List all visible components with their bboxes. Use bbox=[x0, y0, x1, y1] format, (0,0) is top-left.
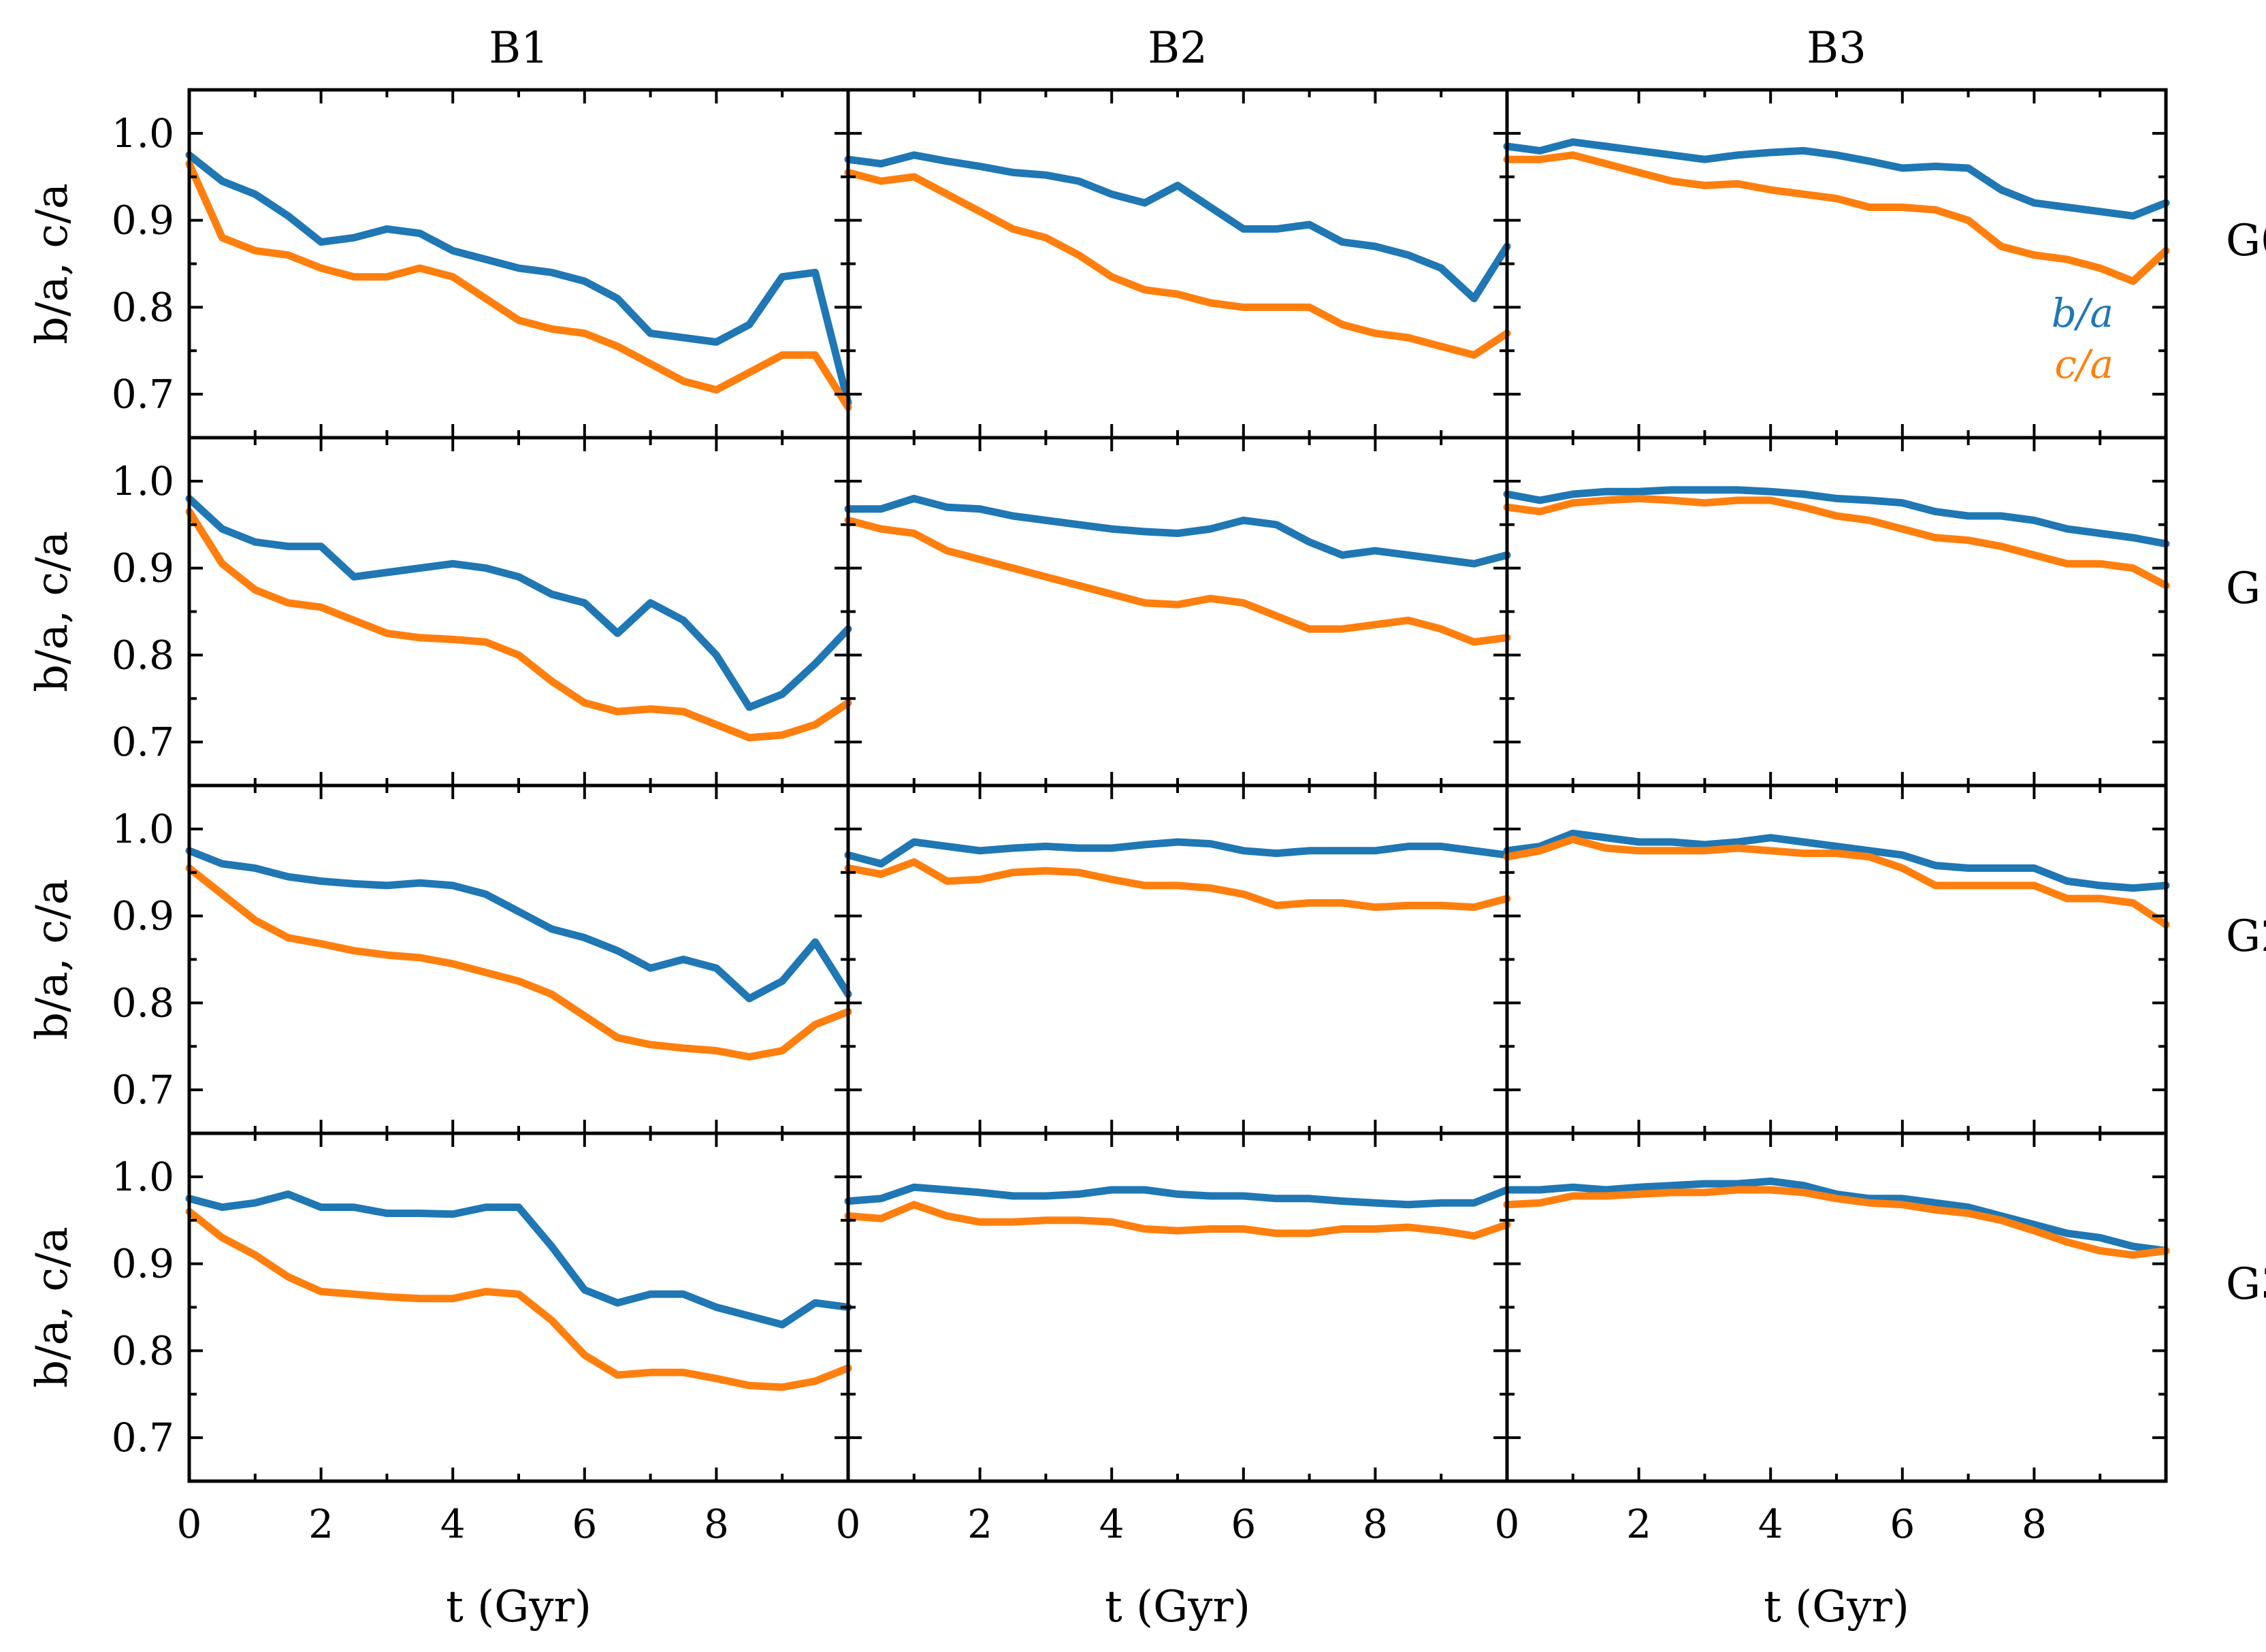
panel-G3-B3 bbox=[1503, 1131, 2170, 1483]
panel-frame bbox=[187, 1131, 850, 1483]
series-line-c-over-a bbox=[185, 508, 852, 742]
x-axis-label: t (Gyr) bbox=[1105, 1582, 1250, 1632]
panel-G2-B1 bbox=[185, 783, 852, 1135]
row-label-G0: G0 bbox=[2226, 216, 2266, 266]
panel-frame bbox=[187, 88, 850, 440]
row-label-G2: G2 bbox=[2226, 911, 2266, 962]
series-line-b-over-a bbox=[185, 151, 852, 407]
legend-entry-c-over-a: c/a bbox=[2054, 341, 2114, 387]
y-tick-label: 0.8 bbox=[112, 979, 174, 1026]
series-line-b-over-a bbox=[844, 151, 1511, 303]
series-line-c-over-a bbox=[185, 160, 852, 411]
panel-G1-B1 bbox=[185, 436, 852, 788]
series-line-c-over-a bbox=[844, 1201, 1511, 1240]
panel-frame bbox=[846, 88, 1509, 440]
row-label-G1: G1 bbox=[2226, 564, 2266, 614]
series-line-b-over-a bbox=[185, 847, 852, 1003]
x-tick-label: 0 bbox=[836, 1501, 861, 1547]
x-tick-label: 2 bbox=[1626, 1501, 1651, 1547]
x-tick-label: 2 bbox=[967, 1501, 992, 1547]
panel-G0-B1 bbox=[185, 88, 852, 440]
x-tick-label: 4 bbox=[440, 1501, 466, 1547]
x-tick-label: 0 bbox=[1495, 1501, 1520, 1547]
series-line-c-over-a bbox=[185, 864, 852, 1061]
series-line-b-over-a bbox=[185, 494, 852, 711]
y-tick-label: 0.7 bbox=[112, 1067, 174, 1113]
series-line-c-over-a bbox=[1503, 151, 2170, 285]
y-tick-label: 1.0 bbox=[112, 458, 174, 504]
y-tick-label: 0.7 bbox=[112, 719, 174, 765]
y-tick-label: 1.0 bbox=[112, 806, 174, 852]
x-tick-label: 6 bbox=[1890, 1501, 1915, 1547]
y-tick-label: 0.9 bbox=[112, 893, 174, 939]
x-tick-label: 6 bbox=[1231, 1501, 1256, 1547]
series-line-c-over-a bbox=[1503, 1186, 2170, 1259]
panels-group bbox=[185, 88, 2170, 1483]
y-axis-label: b/a, c/a bbox=[27, 531, 78, 692]
row-label-G3: G3 bbox=[2226, 1259, 2266, 1310]
y-tick-label: 0.7 bbox=[112, 1414, 174, 1461]
panel-frame bbox=[1505, 1131, 2168, 1483]
y-axis-label: b/a, c/a bbox=[27, 183, 78, 344]
series-line-b-over-a bbox=[1503, 138, 2170, 220]
y-tick-label: 1.0 bbox=[112, 1154, 174, 1200]
column-title-B1: B1 bbox=[489, 23, 549, 74]
series-line-c-over-a bbox=[185, 1208, 852, 1391]
x-tick-label: 4 bbox=[1758, 1501, 1783, 1547]
series-line-b-over-a bbox=[844, 838, 1511, 868]
x-axis-label: t (Gyr) bbox=[1764, 1582, 1909, 1632]
x-tick-label: 8 bbox=[2022, 1501, 2047, 1547]
series-line-c-over-a bbox=[844, 858, 1511, 911]
panel-frame bbox=[187, 783, 850, 1135]
series-line-b-over-a bbox=[185, 1190, 852, 1329]
series-line-c-over-a bbox=[1503, 835, 2170, 928]
y-axis-label: b/a, c/a bbox=[27, 1227, 78, 1388]
series-line-c-over-a bbox=[844, 168, 1511, 359]
x-tick-label: 8 bbox=[1363, 1501, 1388, 1547]
panel-frame bbox=[846, 1131, 1509, 1483]
series-line-b-over-a bbox=[844, 494, 1511, 568]
y-tick-label: 0.9 bbox=[112, 197, 174, 244]
series-line-b-over-a bbox=[1503, 829, 2170, 892]
panel-G3-B1 bbox=[185, 1131, 852, 1483]
panel-frame bbox=[846, 783, 1509, 1135]
panel-G1-B2 bbox=[844, 436, 1511, 788]
series-line-b-over-a bbox=[1503, 1177, 2170, 1254]
y-tick-label: 0.8 bbox=[112, 632, 174, 678]
panel-G2-B3 bbox=[1503, 783, 2170, 1135]
x-tick-label: 0 bbox=[177, 1501, 202, 1547]
y-tick-label: 1.0 bbox=[112, 110, 174, 157]
legend-entry-b-over-a: b/a bbox=[2052, 290, 2114, 336]
panel-frame bbox=[187, 436, 850, 788]
x-tick-label: 4 bbox=[1099, 1501, 1124, 1547]
series-line-c-over-a bbox=[1503, 494, 2170, 589]
column-title-B2: B2 bbox=[1148, 23, 1208, 74]
x-tick-label: 2 bbox=[308, 1501, 334, 1547]
y-tick-label: 0.9 bbox=[112, 1241, 174, 1287]
x-tick-label: 8 bbox=[704, 1501, 729, 1547]
series-line-b-over-a bbox=[1503, 486, 2170, 548]
y-tick-label: 0.8 bbox=[112, 1327, 174, 1374]
panel-G1-B3 bbox=[1503, 436, 2170, 788]
series-line-c-over-a bbox=[844, 516, 1511, 646]
y-tick-label: 0.8 bbox=[112, 284, 174, 330]
y-axis-label: b/a, c/a bbox=[27, 879, 78, 1040]
series-line-b-over-a bbox=[844, 1183, 1511, 1209]
panel-G0-B2 bbox=[844, 88, 1511, 440]
panel-G0-B3 bbox=[1503, 88, 2170, 440]
labels-group: 0.7 0.8 0.9 1.0 b/a, c/a 0.7 0.8 0.9 1.0 b/a, c/a… bbox=[27, 23, 2266, 1632]
panel-frame bbox=[846, 436, 1509, 788]
panel-G2-B2 bbox=[844, 783, 1511, 1135]
y-tick-label: 0.9 bbox=[112, 545, 174, 592]
y-tick-label: 0.7 bbox=[112, 371, 174, 417]
x-tick-label: 6 bbox=[572, 1501, 597, 1547]
panel-G3-B2 bbox=[844, 1131, 1511, 1483]
x-axis-label: t (Gyr) bbox=[446, 1582, 592, 1632]
column-title-B3: B3 bbox=[1807, 23, 1866, 74]
